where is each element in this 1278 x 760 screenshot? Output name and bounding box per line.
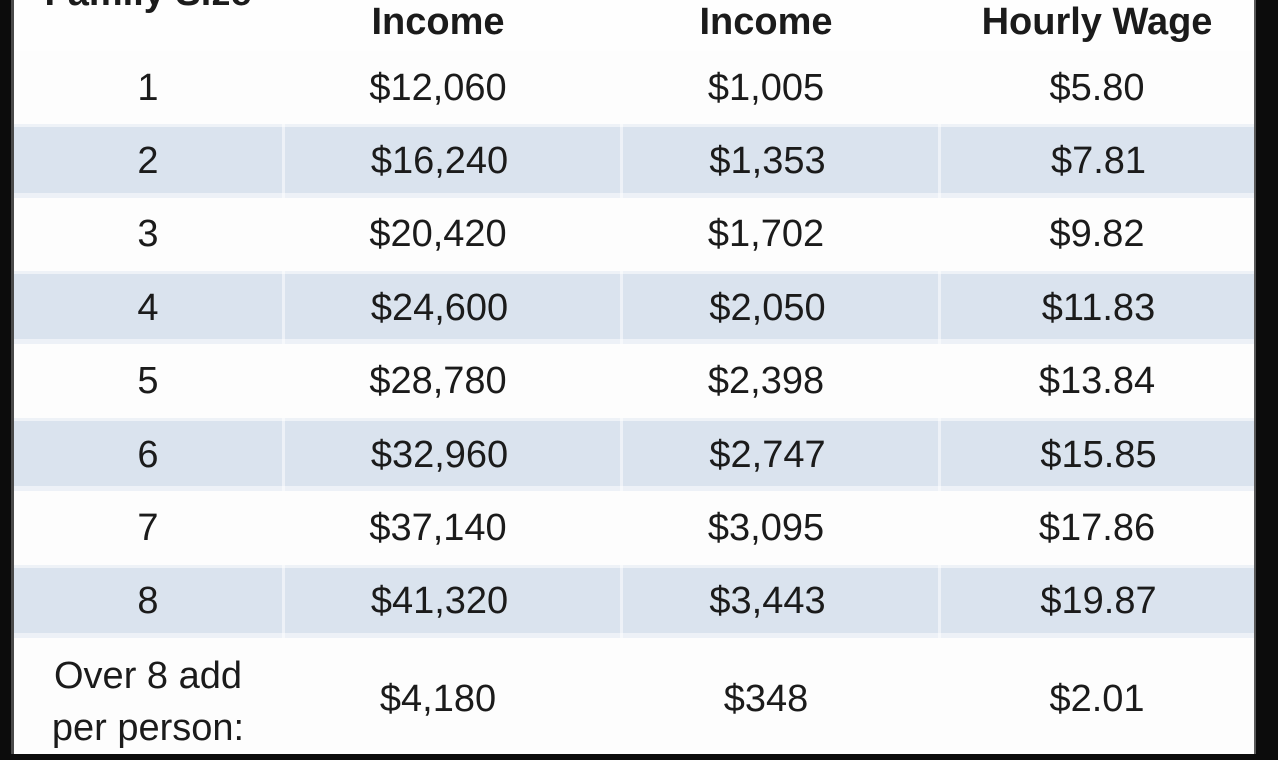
cell-family-size: 6 (137, 433, 159, 476)
cell-monthly-income: $1,702 (707, 213, 825, 256)
cell-monthly-income: $348 (723, 678, 809, 721)
cell-monthly-income: $3,095 (707, 506, 825, 549)
cell-family-size: 3 (137, 213, 159, 256)
table-row: 7 $37,140 $3,095 $17.86 (14, 491, 1256, 565)
cell-monthly-income: $3,443 (620, 564, 938, 639)
cell-monthly-income: $2,050 (620, 271, 938, 345)
cell-hourly-wage: $5.80 (1049, 66, 1145, 109)
table-outer-border-right (1254, 0, 1256, 760)
cell-annual-income: $24,600 (282, 271, 620, 345)
cell-family-size: Over 8 add per person: (14, 638, 282, 754)
header-annual-income-label: Income (371, 1, 505, 43)
cell-family-size: 7 (137, 506, 159, 549)
table-row: 1 $12,060 $1,005 $5.80 (14, 50, 1256, 125)
cell-annual-income: $41,320 (282, 564, 620, 639)
cell-family-size: 2 (137, 139, 159, 182)
table-row: 2 $16,240 $1,353 $7.81 (14, 124, 1256, 198)
header-cell-monthly-income: Income (620, 0, 938, 51)
cell-hourly-wage: $19.87 (938, 564, 1256, 639)
cell-monthly-income: $2,747 (620, 417, 938, 492)
cell-family-size: 4 (137, 286, 159, 329)
header-monthly-income-label: Income (699, 1, 833, 43)
cell-hourly-wage: $2.01 (1049, 678, 1145, 721)
frame-border-bottom (0, 754, 1278, 760)
header-cell-family-size: Family Size (14, 0, 282, 51)
table-row: 3 $20,420 $1,702 $9.82 (14, 197, 1256, 272)
cell-annual-income: $32,960 (282, 417, 620, 492)
cell-hourly-wage: $11.83 (938, 271, 1256, 345)
table-row-over-8: Over 8 add per person: $4,180 $348 $2.01 (14, 638, 1256, 755)
cell-monthly-income: $1,005 (707, 66, 825, 109)
table-row: 5 $28,780 $2,398 $13.84 (14, 344, 1256, 418)
cell-annual-income: $4,180 (379, 678, 497, 721)
cell-hourly-wage: $15.85 (938, 417, 1256, 492)
cell-family-size: 5 (137, 360, 159, 403)
cell-annual-income: $37,140 (369, 506, 507, 549)
cell-monthly-income: $1,353 (620, 124, 938, 198)
cell-hourly-wage: $9.82 (1049, 213, 1145, 256)
cell-hourly-wage: $17.86 (1038, 506, 1156, 549)
table-row: 6 $32,960 $2,747 $15.85 (14, 417, 1256, 492)
cell-annual-income: $20,420 (369, 213, 507, 256)
over-8-label: Over 8 add per person: (51, 655, 245, 750)
cell-family-size: 8 (137, 580, 159, 623)
header-cell-hourly-wage: Hourly Wage (938, 0, 1256, 51)
cell-annual-income: $12,060 (369, 66, 507, 109)
cell-annual-income: $28,780 (369, 360, 507, 403)
table-row: 8 $41,320 $3,443 $19.87 (14, 564, 1256, 639)
cell-annual-income: $16,240 (282, 124, 620, 198)
frame-border-left (0, 0, 11, 760)
income-table: Family Size Income Income Hourly Wage 1 … (14, 0, 1256, 755)
cell-family-size: 1 (137, 66, 159, 109)
cell-hourly-wage: $13.84 (1038, 360, 1156, 403)
cell-monthly-income: $2,398 (707, 360, 825, 403)
header-hourly-wage-label: Hourly Wage (981, 1, 1213, 43)
header-family-size-label: Family Size (14, 0, 282, 14)
table-outer-border-left (11, 0, 14, 760)
table-header-row: Family Size Income Income Hourly Wage (14, 0, 1256, 51)
frame-border-right (1256, 0, 1278, 760)
table-row: 4 $24,600 $2,050 $11.83 (14, 271, 1256, 345)
header-cell-annual-income: Income (282, 0, 620, 51)
cell-hourly-wage: $7.81 (938, 124, 1256, 198)
